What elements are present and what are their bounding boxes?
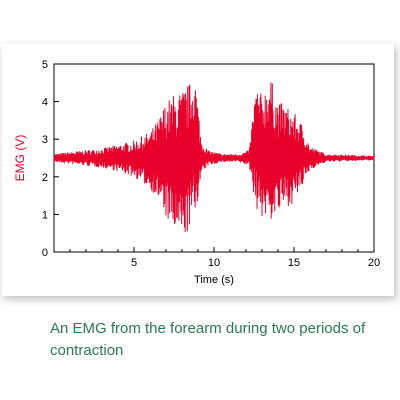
y-tick-label: 2 <box>42 172 48 184</box>
y-tick-label: 4 <box>42 97 48 109</box>
x-tick-label: 10 <box>208 257 220 269</box>
y-tick-label: 3 <box>42 134 48 146</box>
y-tick-label: 1 <box>42 209 48 221</box>
x-axis-title: Time (s) <box>194 274 234 286</box>
y-tick-label: 0 <box>42 247 48 259</box>
figure-caption: An EMG from the forearm during two perio… <box>50 320 366 359</box>
emg-series-line <box>53 82 375 233</box>
y-axis-title: EMG (V) <box>13 135 27 182</box>
tick-layer: 0 1 2 3 4 5 5 10 15 20 <box>42 59 380 269</box>
emg-chart: 0 1 2 3 4 5 5 10 15 20 Time (s) EMG (V) <box>13 59 380 286</box>
chart-card: 0 1 2 3 4 5 5 10 15 20 Time (s) EMG (V) <box>2 44 394 296</box>
x-tick-label: 20 <box>368 257 380 269</box>
y-tick-label: 5 <box>42 59 48 71</box>
x-tick-label: 15 <box>288 257 300 269</box>
x-tick-label: 5 <box>131 257 137 269</box>
series-layer <box>53 82 375 233</box>
